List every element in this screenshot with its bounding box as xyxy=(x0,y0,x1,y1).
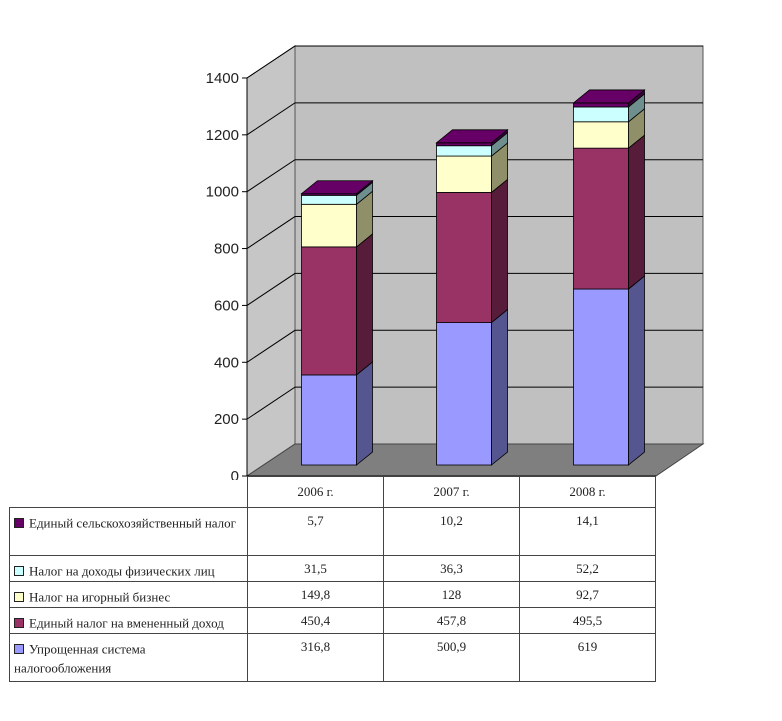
gridline xyxy=(246,386,703,420)
bar-segment-side xyxy=(356,233,373,376)
table-cell-value: 149,8 xyxy=(247,581,384,608)
table-row: Налог на доходы физических лиц 31,5 36,3 52… xyxy=(9,555,656,582)
gridline xyxy=(246,272,703,306)
series-name: Налог на игорный бизнес xyxy=(29,589,171,605)
table-cell-value: 36,3 xyxy=(383,555,520,582)
bar-segment-front xyxy=(436,145,492,157)
table-row: Единый сельскохозяйственный налог 5,7 10,2… xyxy=(9,507,656,556)
bar-segment-front xyxy=(573,102,629,108)
series-name: Налог на доходы физических лиц xyxy=(29,563,215,579)
bar-top xyxy=(435,129,509,144)
bar-segment-side xyxy=(491,178,508,324)
bar-segment-front xyxy=(573,121,629,149)
bar-segment-front xyxy=(436,192,492,323)
gridline xyxy=(246,329,703,363)
series-name: Единый налог на вмененный доход xyxy=(29,615,224,631)
table-header-row: 2006 г. 2007 г. 2008 г. xyxy=(9,476,656,508)
bar-segment-front xyxy=(573,106,629,123)
bar-top xyxy=(300,180,374,195)
bar-segment-side xyxy=(491,308,508,466)
bar-segment-front xyxy=(573,288,629,466)
series-name: Упрощенная система налогообложения xyxy=(14,641,146,676)
bar-segment-front xyxy=(301,203,357,248)
table-row-header: Налог на доходы физических лиц xyxy=(9,555,248,582)
bar-top xyxy=(572,89,646,104)
legend-swatch xyxy=(14,644,24,655)
bar-segment-front xyxy=(301,246,357,376)
y-tick-label: 200 xyxy=(214,411,239,428)
table-cell-value: 457,8 xyxy=(383,607,520,634)
legend-swatch xyxy=(14,566,24,577)
table-col-2007: 2007 г. xyxy=(383,476,520,508)
table-cell-value: 52,2 xyxy=(519,555,656,582)
bar-segment-side xyxy=(628,275,645,466)
gridline xyxy=(246,45,703,79)
table-cell-value: 5,7 xyxy=(247,507,384,556)
gridline xyxy=(246,102,703,136)
y-tick-label: 0 xyxy=(231,468,239,480)
legend-swatch xyxy=(14,618,24,629)
table-col-2008: 2008 г. xyxy=(519,476,656,508)
legend-swatch xyxy=(14,518,24,529)
bar-segment-side xyxy=(356,361,373,466)
table-cell-value: 92,7 xyxy=(519,581,656,608)
side-wall xyxy=(246,45,296,477)
stacked-3d-bar-chart: 0 200 400 600 800 1000 1200 1400 xyxy=(206,45,705,480)
y-tick-label: 800 xyxy=(214,241,239,258)
bar-segment-front xyxy=(436,322,492,466)
bar-segment-front xyxy=(436,155,492,193)
table-row: Единый налог на вмененный доход 450,4 457,… xyxy=(9,607,656,634)
bar-segment-front xyxy=(301,194,357,205)
series-name: Единый сельскохозяйственный налог xyxy=(29,515,237,531)
table-row: Упрощенная система налогообложения 316,8 5… xyxy=(9,633,656,682)
table-cell-value: 450,4 xyxy=(247,607,384,634)
table-corner xyxy=(9,476,248,508)
bar-segment-front xyxy=(436,142,492,147)
table-cell-value: 316,8 xyxy=(247,633,384,682)
table-row-header: Налог на игорный бизнес xyxy=(9,581,248,608)
table-cell-value: 10,2 xyxy=(383,507,520,556)
y-tick-label: 1000 xyxy=(206,184,239,201)
table-cell-value: 31,5 xyxy=(247,555,384,582)
data-table: 2006 г. 2007 г. 2008 г. Единый сельскохо… xyxy=(9,476,656,682)
bar-segment-side xyxy=(628,134,645,290)
table-cell-value: 14,1 xyxy=(519,507,656,556)
table-cell-value: 128 xyxy=(383,581,520,608)
y-tick-label: 1200 xyxy=(206,127,239,144)
table-row-header: Единый сельскохозяйственный налог xyxy=(9,507,248,556)
table-col-2006: 2006 г. xyxy=(247,476,384,508)
table-row-header: Упрощенная система налогообложения xyxy=(9,633,248,682)
gridline xyxy=(246,216,703,249)
table-cell-value: 619 xyxy=(519,633,656,682)
table-row-header: Единый налог на вмененный доход xyxy=(9,607,248,634)
y-tick-label: 400 xyxy=(214,354,239,371)
table-row: Налог на игорный бизнес 149,8 128 92,7 xyxy=(9,581,656,608)
table-cell-value: 495,5 xyxy=(519,607,656,634)
y-tick-label: 600 xyxy=(214,297,239,314)
table-cell-value: 500,9 xyxy=(383,633,520,682)
legend-swatch xyxy=(14,592,24,603)
gridline xyxy=(246,159,703,193)
bar-segment-front xyxy=(301,374,357,466)
y-tick-label: 1400 xyxy=(206,70,239,87)
bar-segment-front xyxy=(573,147,629,290)
